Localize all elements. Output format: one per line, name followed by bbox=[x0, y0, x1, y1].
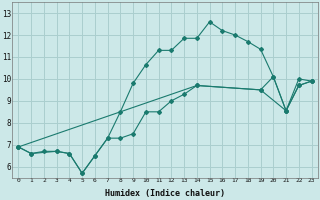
X-axis label: Humidex (Indice chaleur): Humidex (Indice chaleur) bbox=[105, 189, 225, 198]
